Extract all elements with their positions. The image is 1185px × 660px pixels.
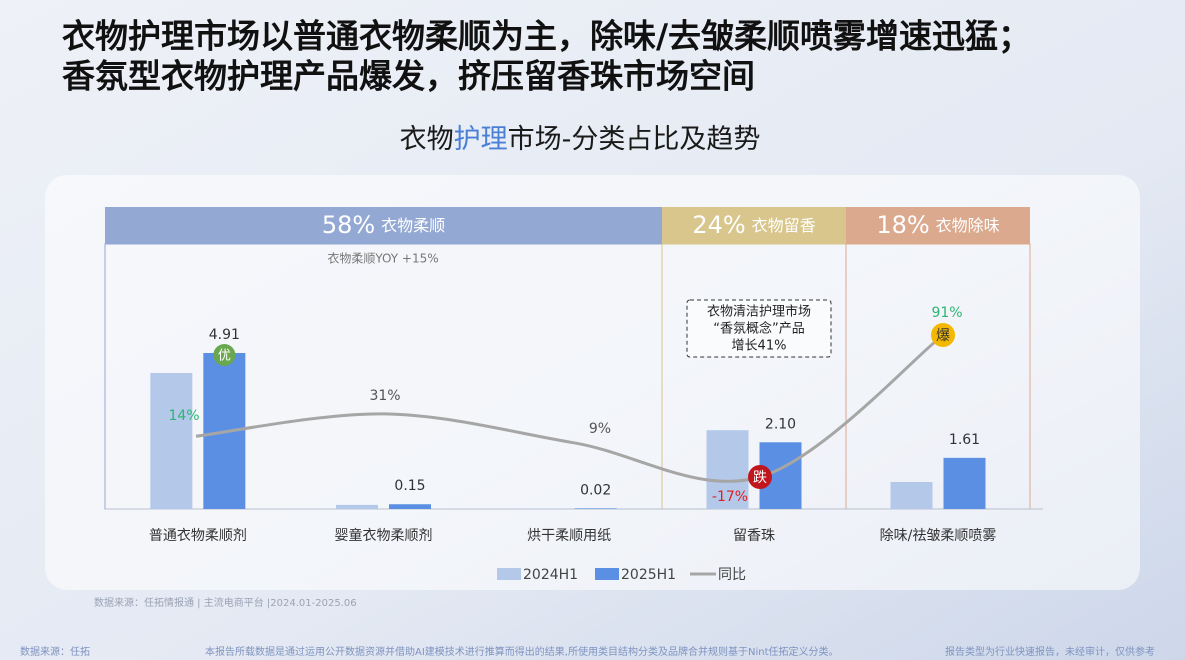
line-label: -17% <box>712 489 748 505</box>
bar <box>389 504 431 509</box>
group-note: 衣物柔顺YOY +15% <box>327 251 438 266</box>
annotation: 增长41% <box>732 339 787 354</box>
badge <box>931 323 955 347</box>
badge <box>748 465 772 489</box>
bar <box>706 430 749 509</box>
annotation-box <box>686 299 832 358</box>
footer-right: 报告类型为行业快速报告，未经审计，仅供参考 <box>945 645 1155 658</box>
chart-title: 衣物护理市场-分类占比及趋势 <box>400 124 761 155</box>
badge-text: 跌 <box>753 470 767 486</box>
x-tick-label: 留香珠 <box>733 528 775 544</box>
line <box>195 333 944 483</box>
line-label: 31% <box>369 388 400 404</box>
annotation: “香氛概念”产品 <box>713 321 804 337</box>
group-share: 58% <box>322 211 375 239</box>
badge-text: 优 <box>218 349 231 364</box>
group-band <box>662 207 846 244</box>
x-tick-label: 普通衣物柔顺剂 <box>149 528 247 544</box>
x-tick-label: 除味/祛皱柔顺喷雾 <box>880 528 997 544</box>
group-name: 衣物留香 <box>752 216 816 235</box>
bar <box>943 457 986 509</box>
data-label: 2.10 <box>765 416 796 432</box>
badge-text: 爆 <box>936 328 950 344</box>
legend-label: 同比 <box>718 567 746 583</box>
group-band <box>846 207 1030 244</box>
footer-middle: 本报告所载数据是通过运用公开数据资源并借助AI建模技术进行推算而得出的结果,所使… <box>205 645 839 658</box>
legend-label: 2024H1 <box>523 567 578 583</box>
annotation: 衣物清洁护理市场 <box>707 304 811 320</box>
group-name: 衣物除味 <box>936 216 1000 235</box>
headline: 衣物护理市场以普通衣物柔顺为主，除味/去皱柔顺喷雾增速迅猛； <box>62 17 1031 56</box>
card <box>45 175 1140 590</box>
group-header: 58% 衣物柔顺 <box>322 211 445 239</box>
line-label: 14% <box>168 408 199 424</box>
title-part: 衣物 <box>400 124 454 155</box>
footer-left: 数据来源：任拓 <box>20 645 90 658</box>
group-header: 18% 衣物除味 <box>876 211 999 239</box>
group-header: 24% 衣物留香 <box>692 211 815 239</box>
title-part: 市场-分类占比及趋势 <box>508 124 761 155</box>
line-label: 9% <box>589 421 611 437</box>
bar <box>890 481 933 509</box>
data-label: 0.02 <box>580 482 611 498</box>
group-band <box>105 207 662 244</box>
bar <box>574 508 617 509</box>
headline: 香氛型衣物护理产品爆发，挤压留香珠市场空间 <box>62 57 755 96</box>
title-part: 护理 <box>454 124 508 155</box>
data-label: 1.61 <box>949 432 980 448</box>
data-label: 4.91 <box>209 327 240 343</box>
legend-swatch <box>595 568 619 580</box>
group-share: 24% <box>692 211 745 239</box>
line-label: 91% <box>931 305 962 321</box>
data-label: 0.15 <box>394 478 425 494</box>
legend-swatch <box>497 568 521 580</box>
bar <box>336 504 378 509</box>
group-name: 衣物柔顺 <box>381 216 445 235</box>
bar <box>150 373 193 509</box>
source: 数据来源：任拓情报通 | 主流电商平台 |2024.01-2025.06 <box>94 596 357 609</box>
group-share: 18% <box>876 211 929 239</box>
legend-label: 2025H1 <box>621 567 676 583</box>
x-tick-label: 婴童衣物柔顺剂 <box>335 527 433 544</box>
x-tick-label: 烘干柔顺用纸 <box>527 528 611 544</box>
badge <box>213 344 236 366</box>
